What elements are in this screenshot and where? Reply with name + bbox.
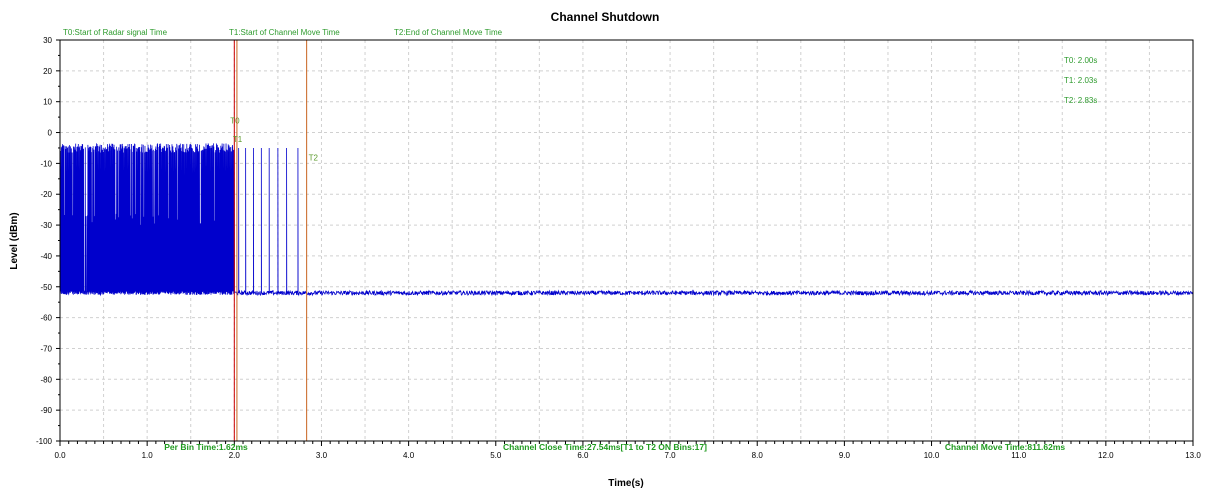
x-axis-ticks: 0.0 1.0 2.0 3.0 4.0 5.0 6.0 7.0 8.0 9.0 10.0 11.0 12… bbox=[54, 441, 1201, 460]
y-tick-label: -40 bbox=[40, 252, 52, 261]
y-tick-label: -100 bbox=[36, 437, 53, 446]
marker-readout-t2: T2: 2.83s bbox=[1064, 96, 1097, 105]
marker-layer: T0 T1 T2 bbox=[230, 40, 319, 441]
x-tick-label: 0.0 bbox=[54, 451, 66, 460]
y-tick-label: -90 bbox=[40, 406, 52, 415]
data-layer bbox=[59, 143, 1193, 297]
marker-tag-t2: T2 bbox=[309, 153, 319, 162]
x-tick-label: 6.0 bbox=[577, 451, 589, 460]
channel-close-time-text: Channel Close Time:27.54ms[T1 to T2 ON B… bbox=[503, 442, 707, 452]
x-tick-label: 4.0 bbox=[403, 451, 415, 460]
y-tick-label: 0 bbox=[48, 129, 53, 138]
chart-title: Channel Shutdown bbox=[551, 10, 660, 24]
signal-trace bbox=[59, 143, 1193, 297]
marker-description-t0: T0:Start of Radar signal Time bbox=[63, 28, 168, 37]
x-axis-label: Time(s) bbox=[608, 478, 643, 489]
x-tick-label: 3.0 bbox=[316, 451, 328, 460]
marker-descriptions: T0:Start of Radar signal Time T1:Start of… bbox=[63, 28, 503, 37]
x-tick-label: 2.0 bbox=[229, 451, 241, 460]
per-bin-time-text: Per Bin Time:1.62ms bbox=[164, 442, 248, 452]
y-tick-label: -70 bbox=[40, 344, 52, 353]
y-tick-label: -30 bbox=[40, 221, 52, 230]
grid-layer bbox=[59, 39, 1194, 442]
y-tick-label: -80 bbox=[40, 375, 52, 384]
x-tick-label: 9.0 bbox=[839, 451, 851, 460]
marker-description-t1: T1:Start of Channel Move Time bbox=[229, 28, 340, 37]
y-tick-label: -10 bbox=[40, 159, 52, 168]
y-axis-label: Level (dBm) bbox=[9, 212, 20, 269]
y-axis-ticks: 30 20 10 0 -10 -20 -30 -40 -50 -60 -70 -80 -90 -100 bbox=[36, 36, 60, 446]
x-tick-label: 10.0 bbox=[924, 451, 940, 460]
x-tick-label: 13.0 bbox=[1185, 451, 1201, 460]
y-tick-label: 20 bbox=[43, 67, 52, 76]
x-tick-label: 7.0 bbox=[665, 451, 677, 460]
y-tick-label: 10 bbox=[43, 98, 52, 107]
x-tick-label: 11.0 bbox=[1011, 451, 1027, 460]
x-tick-label: 5.0 bbox=[490, 451, 502, 460]
y-tick-label: -20 bbox=[40, 190, 52, 199]
marker-readout-t0: T0: 2.00s bbox=[1064, 56, 1097, 65]
marker-tag-t0: T0 bbox=[230, 116, 240, 125]
marker-readout-t1: T1: 2.03s bbox=[1064, 76, 1097, 85]
marker-tag-t1: T1 bbox=[233, 135, 243, 144]
x-tick-label: 1.0 bbox=[142, 451, 154, 460]
marker-description-t2: T2:End of Channel Move Time bbox=[394, 28, 503, 37]
x-tick-label: 8.0 bbox=[752, 451, 764, 460]
y-tick-label: -50 bbox=[40, 283, 52, 292]
marker-readouts: T0: 2.00s T1: 2.03s T2: 2.83s bbox=[1064, 56, 1097, 105]
x-tick-label: 12.0 bbox=[1098, 451, 1114, 460]
y-tick-label: -60 bbox=[40, 314, 52, 323]
y-tick-label: 30 bbox=[43, 36, 52, 45]
channel-move-time-text: Channel Move Time:811.62ms bbox=[945, 442, 1066, 452]
